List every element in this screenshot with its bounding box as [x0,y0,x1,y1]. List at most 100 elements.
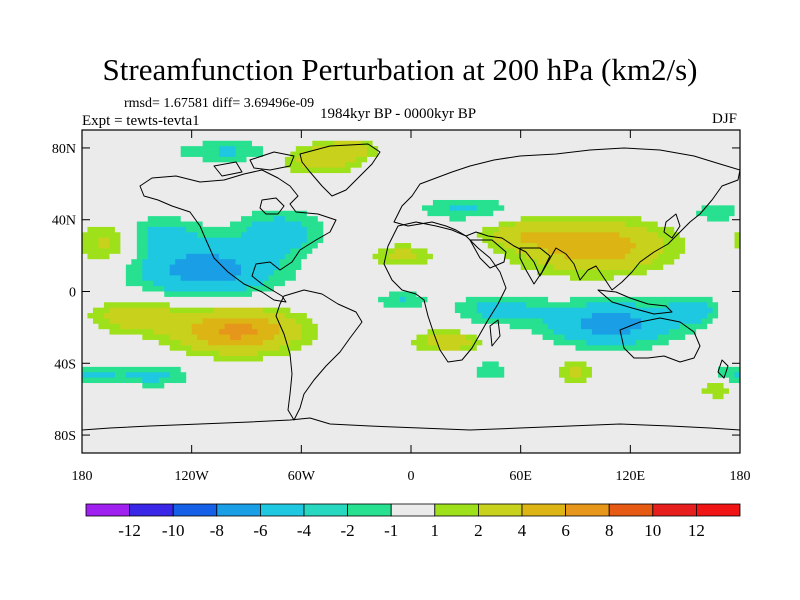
field-cell [548,296,571,303]
field-cell [120,237,138,244]
field-cell [98,323,121,330]
field-cell [284,162,302,169]
field-cell [449,216,467,223]
colorbar-label: 1 [431,521,440,540]
field-cell [663,248,686,255]
field-cell [635,339,670,346]
field-cell [131,259,143,266]
field-cell [290,248,313,255]
field-cell [82,221,138,228]
field-cell [246,286,275,293]
field-cell [202,156,248,163]
field-cell [372,140,740,147]
field-cell [389,291,418,298]
field-cell [241,264,280,271]
field-cell [169,264,242,271]
field-cell [284,280,740,287]
field-cell [251,291,390,298]
field-cell [82,269,127,276]
field-cell [82,334,143,341]
field-cell [641,323,681,330]
field-cell [696,329,740,336]
field-cell [493,237,522,244]
lat-tick-label: 40N [52,214,76,229]
field-cell [82,377,143,384]
field-cell [82,243,100,250]
field-cell [657,221,740,228]
field-cell [317,329,429,336]
colorbar-swatch [303,503,348,517]
field-cell [219,151,237,158]
field-cell [619,232,659,239]
coast-africa [383,221,507,363]
field-cell [432,199,500,206]
field-cell [279,264,302,271]
field-cell [109,329,154,336]
coast-new-zealand [717,359,729,379]
field-cell [219,329,259,336]
field-cell [82,199,434,206]
field-cell [82,345,171,352]
field-cell [389,253,418,260]
field-cell [641,216,708,223]
field-cell [191,323,226,330]
coast-arctic-islands [213,151,295,177]
field-cell [241,334,275,341]
field-cell [427,248,494,255]
field-cell [82,388,703,395]
field-cell [219,350,259,357]
field-cell [82,248,121,255]
colorbar-swatch [85,503,130,517]
field-cell [504,205,703,212]
field-cell [219,253,286,260]
coast-north-america [139,169,337,303]
field-cell [718,372,736,379]
field-cell [427,210,494,217]
field-cell [180,366,478,373]
field-cell [646,226,675,233]
field-cell [82,135,740,142]
lon-tick-label: 180 [730,469,751,484]
field-cell [82,226,89,233]
field-cell [416,334,429,341]
field-cell [125,269,143,276]
field-cell [251,323,280,330]
field-cell [734,237,740,244]
field-cell [136,243,149,250]
field-cell [553,264,637,271]
field-cell [82,183,740,190]
field-cell [235,146,264,153]
field-cell [712,318,740,325]
field-cell [438,345,461,352]
field-cell [630,329,670,336]
field-cell [125,280,154,287]
colorbar-swatch [696,503,741,517]
field-cell [367,151,379,158]
field-cell [82,151,182,158]
field-cell [635,264,664,271]
lat-tick-label: 80N [52,142,76,157]
field-cell [575,345,653,352]
lon-tick-label: 180 [72,469,93,484]
field-cell [82,361,483,368]
field-cell [405,296,429,303]
field-cell [591,329,631,336]
coastlines [82,143,740,431]
colorbar-swatch [347,503,392,517]
field-cell [82,372,116,379]
field-cell [180,275,237,282]
field-cell [465,296,549,303]
field-cell [476,345,577,352]
field-cell [356,156,368,163]
field-cell [630,248,664,255]
field-cell [82,329,111,336]
field-cell [394,243,412,250]
field-cell [685,243,736,250]
field-cell [306,226,324,233]
field-cell [82,356,215,363]
field-cell [82,291,165,298]
field-cell [367,146,379,153]
coast-antarctica [82,417,740,431]
field-cell [663,264,740,271]
field-cell [87,253,111,260]
